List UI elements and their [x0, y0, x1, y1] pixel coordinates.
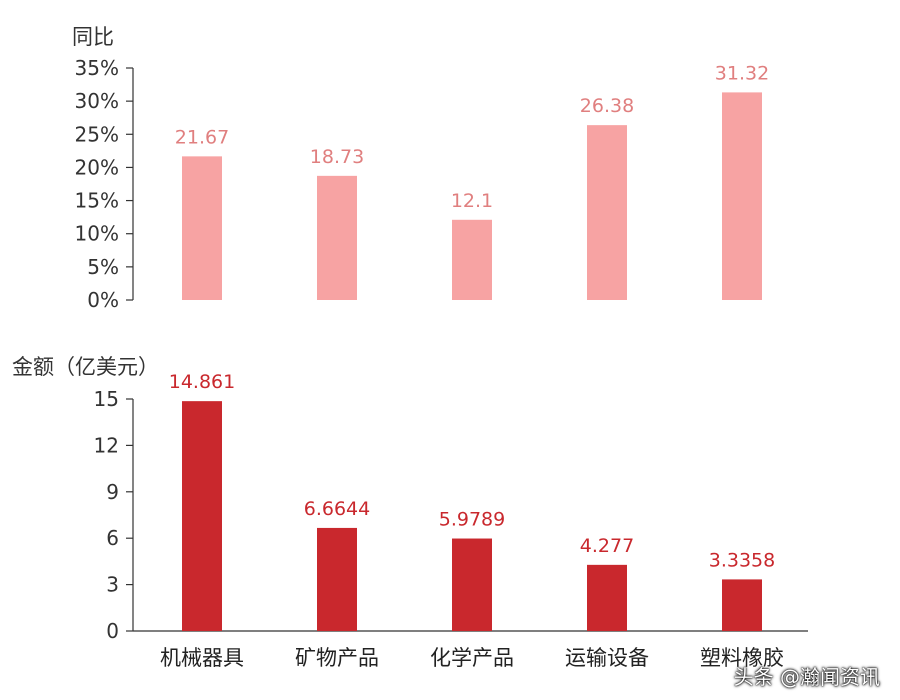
yoy-value-label: 18.73 — [310, 146, 364, 168]
category-labels: 机械器具 矿物产品 化学产品 运输设备 塑料橡胶 — [160, 646, 784, 670]
amount-y-tick-label: 12 — [94, 433, 119, 457]
yoy-value-label: 31.32 — [715, 62, 769, 84]
yoy-y-tick-label: 20% — [75, 155, 119, 179]
amount-value-label: 6.6644 — [304, 498, 370, 520]
yoy-chart: 同比 0% 5% 10% 15% 20% 25% 30% 35% 21.67 18.73 12.1… — [72, 25, 769, 312]
amount-bar — [722, 579, 762, 631]
category-label: 机械器具 — [160, 646, 244, 670]
amount-bar — [182, 401, 222, 631]
yoy-axis-title: 同比 — [72, 25, 114, 49]
yoy-y-tick-label: 5% — [87, 255, 119, 279]
amount-bar — [317, 527, 357, 631]
yoy-bar — [182, 156, 222, 300]
amount-bar — [452, 538, 492, 631]
yoy-y-tick-label: 0% — [87, 288, 119, 312]
amount-y-tick-label: 9 — [106, 480, 119, 504]
amount-value-label: 4.277 — [580, 535, 634, 557]
yoy-y-tick-label: 25% — [75, 122, 119, 146]
amount-y-tick-label: 6 — [106, 526, 119, 550]
amount-value-label: 3.3358 — [709, 549, 775, 571]
category-label: 矿物产品 — [295, 646, 379, 670]
category-label: 化学产品 — [430, 646, 514, 670]
category-label: 塑料橡胶 — [700, 646, 784, 670]
category-label: 运输设备 — [565, 646, 649, 670]
yoy-bar — [722, 92, 762, 300]
yoy-y-tick-label: 15% — [75, 189, 119, 213]
yoy-bar — [452, 219, 492, 300]
amount-chart: 金额（亿美元） 0 3 6 9 12 15 14.861 6.6644 5.9789 4.277… — [12, 355, 808, 670]
yoy-y-tick-label: 30% — [75, 89, 119, 113]
amount-bar — [587, 564, 627, 631]
amount-value-label: 5.9789 — [439, 509, 505, 531]
amount-y-tick-label: 3 — [106, 573, 119, 597]
amount-y-tick-label: 15 — [94, 387, 119, 411]
amount-y-ticks: 0 3 6 9 12 15 — [94, 387, 133, 643]
yoy-value-label: 12.1 — [451, 190, 493, 212]
amount-axis-title: 金额（亿美元） — [12, 355, 159, 379]
yoy-bar — [317, 175, 357, 300]
amount-bars: 14.861 6.6644 5.9789 4.277 3.3358 — [169, 371, 775, 631]
yoy-y-ticks: 0% 5% 10% 15% 20% 25% 30% 35% — [75, 56, 133, 312]
yoy-value-label: 26.38 — [580, 95, 634, 117]
amount-y-tick-label: 0 — [106, 619, 119, 643]
yoy-y-tick-label: 35% — [75, 56, 119, 80]
watermark: 头条 @瀚闻资讯 — [733, 665, 880, 689]
yoy-bar — [587, 125, 627, 301]
yoy-value-label: 21.67 — [175, 126, 229, 148]
yoy-bars: 21.67 18.73 12.1 26.38 31.32 — [175, 62, 769, 301]
yoy-y-tick-label: 10% — [75, 222, 119, 246]
amount-value-label: 14.861 — [169, 371, 235, 393]
